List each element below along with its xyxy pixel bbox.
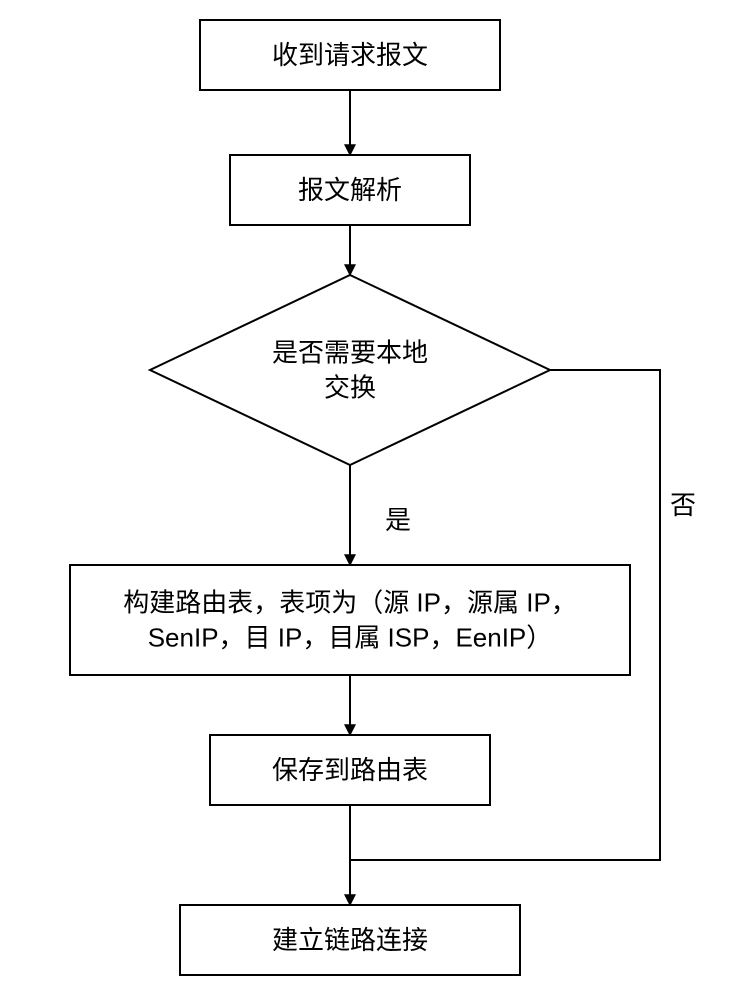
node-n4: 构建路由表，表项为（源 IP，源属 IP， SenIP，目 IP，目属 ISP，E… (70, 565, 630, 675)
node-n6: 建立链路连接 (180, 905, 520, 975)
flowchart: 收到请求报文报文解析是否需要本地交换构建路由表，表项为（源 IP，源属 IP， S… (0, 0, 742, 1000)
svg-text:构建路由表，表项为（源 IP，源属 IP，: 构建路由表，表项为（源 IP，源属 IP， (123, 587, 577, 617)
svg-text:交换: 交换 (324, 373, 376, 403)
svg-text:建立链路连接: 建立链路连接 (272, 925, 428, 955)
svg-text:否: 否 (670, 490, 696, 520)
svg-text:保存到路由表: 保存到路由表 (272, 755, 428, 785)
edge-e3: 是 (350, 465, 411, 565)
node-n3: 是否需要本地交换 (150, 275, 550, 465)
node-n1: 收到请求报文 (200, 20, 500, 90)
node-n5: 保存到路由表 (210, 735, 490, 805)
svg-text:收到请求报文: 收到请求报文 (272, 40, 428, 70)
svg-text:SenIP，目 IP，目属 ISP，EenIP）: SenIP，目 IP，目属 ISP，EenIP） (148, 623, 553, 653)
svg-text:报文解析: 报文解析 (298, 175, 402, 205)
node-n2: 报文解析 (230, 155, 470, 225)
svg-text:是否需要本地: 是否需要本地 (272, 337, 428, 367)
svg-text:是: 是 (385, 505, 411, 535)
